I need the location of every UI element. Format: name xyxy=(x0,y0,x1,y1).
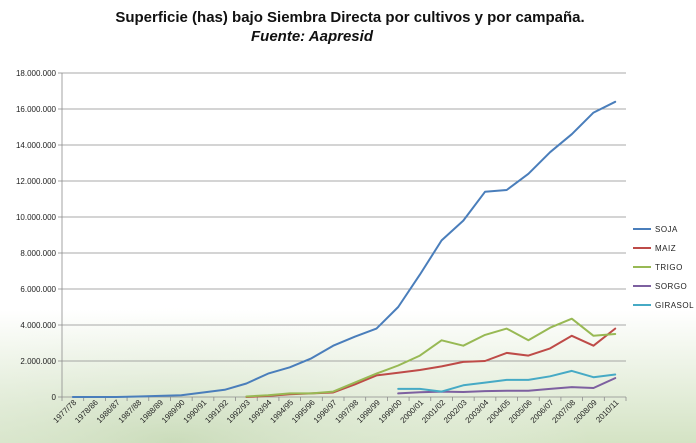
series-line-girasol xyxy=(397,369,617,393)
y-tick-label: 8.000.000 xyxy=(20,249,56,258)
grid-lines xyxy=(62,72,626,362)
series-line-trigo xyxy=(245,317,617,398)
series-line-soja xyxy=(71,100,617,398)
y-tick-label: 0 xyxy=(52,393,57,402)
y-tick-label: 4.000.000 xyxy=(20,321,56,330)
chart-background-glow xyxy=(0,200,696,443)
y-tick-label: 2.000.000 xyxy=(20,357,56,366)
y-tick-label: 18.000.000 xyxy=(16,69,57,78)
series-line-sorgo xyxy=(397,377,617,395)
legend-label: MAIZ xyxy=(655,244,676,253)
y-tick-label: 6.000.000 xyxy=(20,285,56,294)
legend-item-soja: SOJA xyxy=(633,225,678,234)
legend-label: SOJA xyxy=(655,225,678,234)
y-tick-label: 14.000.000 xyxy=(16,141,57,150)
series-lines xyxy=(71,100,617,398)
legend-item-trigo: TRIGO xyxy=(633,263,683,272)
y-tick-label: 16.000.000 xyxy=(16,105,57,114)
y-tick-label: 10.000.000 xyxy=(16,213,57,222)
chart-subtitle: Fuente: Aapresid xyxy=(251,28,374,45)
y-axis-ticks: 0 2.000.000 4.000.000 6.000.000 8.000.000 10.… xyxy=(16,69,62,402)
legend: SOJA MAIZ TRIGO SORGO GIRASOL xyxy=(633,225,694,310)
legend-label: SORGO xyxy=(655,282,687,291)
legend-item-maiz: MAIZ xyxy=(633,244,676,253)
legend-item-girasol: GIRASOL xyxy=(633,301,694,310)
y-tick-label: 12.000.000 xyxy=(16,177,57,186)
legend-label: TRIGO xyxy=(655,263,683,272)
chart-title: Superficie (has) bajo Siembra Directa po… xyxy=(115,9,584,26)
legend-item-sorgo: SORGO xyxy=(633,282,687,291)
legend-label: GIRASOL xyxy=(655,301,694,310)
